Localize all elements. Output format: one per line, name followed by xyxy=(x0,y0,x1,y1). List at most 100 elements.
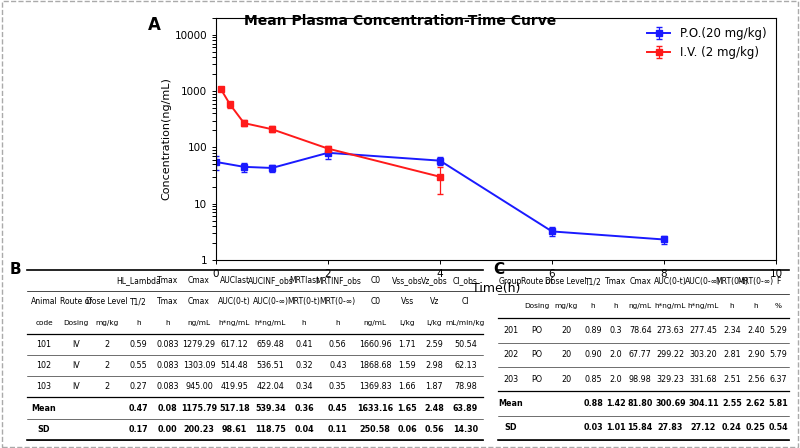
Text: 200.23: 200.23 xyxy=(184,425,214,434)
Text: 0.083: 0.083 xyxy=(156,361,179,370)
Text: 27.83: 27.83 xyxy=(658,423,683,432)
Text: h*ng/mL: h*ng/mL xyxy=(219,320,250,326)
Text: B: B xyxy=(10,262,22,277)
Text: 0.36: 0.36 xyxy=(294,404,314,413)
Text: 0.083: 0.083 xyxy=(156,382,179,391)
Text: HL_Lambda: HL_Lambda xyxy=(117,276,161,285)
Text: 539.34: 539.34 xyxy=(255,404,286,413)
Text: 514.48: 514.48 xyxy=(221,361,248,370)
Text: 250.58: 250.58 xyxy=(360,425,390,434)
Text: 1279.29: 1279.29 xyxy=(182,340,216,349)
Text: 0.85: 0.85 xyxy=(584,375,602,383)
Text: 303.20: 303.20 xyxy=(690,350,718,359)
Y-axis label: Concentration(ng/mL): Concentration(ng/mL) xyxy=(162,78,171,200)
Text: Animal: Animal xyxy=(30,297,58,306)
Text: 2.81: 2.81 xyxy=(723,350,741,359)
Text: 1.65: 1.65 xyxy=(398,404,417,413)
Text: 0.55: 0.55 xyxy=(130,361,148,370)
Text: 0.54: 0.54 xyxy=(769,423,788,432)
Text: code: code xyxy=(35,320,53,326)
Text: PO: PO xyxy=(531,375,542,383)
Text: AUC(0-∞): AUC(0-∞) xyxy=(686,277,722,286)
Text: 0.32: 0.32 xyxy=(295,361,313,370)
Text: 0.59: 0.59 xyxy=(130,340,148,349)
Text: 1303.09: 1303.09 xyxy=(182,361,215,370)
Text: 0.27: 0.27 xyxy=(130,382,148,391)
Text: IV: IV xyxy=(72,382,79,391)
Text: Cmax: Cmax xyxy=(188,276,210,285)
Text: Mean: Mean xyxy=(498,399,523,408)
Text: 277.45: 277.45 xyxy=(690,326,718,335)
Text: ng/mL: ng/mL xyxy=(629,303,652,309)
Text: 2.40: 2.40 xyxy=(747,326,765,335)
Text: 1.87: 1.87 xyxy=(426,382,443,391)
Text: ng/mL: ng/mL xyxy=(364,320,386,326)
Text: 2.0: 2.0 xyxy=(610,350,622,359)
Text: Cl: Cl xyxy=(462,297,469,306)
Text: 0.45: 0.45 xyxy=(328,404,347,413)
Text: AUC(0-t): AUC(0-t) xyxy=(218,297,251,306)
Text: 300.69: 300.69 xyxy=(655,399,686,408)
Text: T1/2: T1/2 xyxy=(130,297,147,306)
Text: h: h xyxy=(614,303,618,309)
Text: 1369.83: 1369.83 xyxy=(359,382,391,391)
X-axis label: Time(h): Time(h) xyxy=(472,282,520,295)
Text: 2: 2 xyxy=(104,340,110,349)
Text: MRT(0-t): MRT(0-t) xyxy=(715,277,748,286)
Text: Vz: Vz xyxy=(430,297,439,306)
Text: 0.47: 0.47 xyxy=(129,404,149,413)
Text: 0.00: 0.00 xyxy=(158,425,178,434)
Text: 0.56: 0.56 xyxy=(329,340,346,349)
Text: MRT(0-t): MRT(0-t) xyxy=(288,297,321,306)
Text: 101: 101 xyxy=(37,340,51,349)
Text: 62.13: 62.13 xyxy=(454,361,477,370)
Text: 2.62: 2.62 xyxy=(746,399,766,408)
Text: 2.98: 2.98 xyxy=(426,361,443,370)
Text: 617.12: 617.12 xyxy=(221,340,249,349)
Text: 1.01: 1.01 xyxy=(606,423,626,432)
Text: PO: PO xyxy=(531,350,542,359)
Text: L/kg: L/kg xyxy=(400,320,415,326)
Text: Tmax: Tmax xyxy=(157,297,178,306)
Text: 2.59: 2.59 xyxy=(426,340,443,349)
Text: Cmax: Cmax xyxy=(188,297,210,306)
Text: 103: 103 xyxy=(37,382,51,391)
Text: 202: 202 xyxy=(503,350,518,359)
Text: Mean: Mean xyxy=(32,404,56,413)
Text: h: h xyxy=(302,320,306,326)
Text: 299.22: 299.22 xyxy=(657,350,685,359)
Text: h*ng/mL: h*ng/mL xyxy=(655,303,686,309)
Text: mL/min/kg: mL/min/kg xyxy=(446,320,485,326)
Text: 118.75: 118.75 xyxy=(255,425,286,434)
Text: 2.90: 2.90 xyxy=(747,350,765,359)
Text: 273.63: 273.63 xyxy=(657,326,685,335)
Text: 50.54: 50.54 xyxy=(454,340,477,349)
Text: 0.083: 0.083 xyxy=(156,340,179,349)
Text: 78.98: 78.98 xyxy=(454,382,477,391)
Text: 2.56: 2.56 xyxy=(747,375,765,383)
Text: IV: IV xyxy=(72,361,79,370)
Text: 304.11: 304.11 xyxy=(688,399,718,408)
Text: h: h xyxy=(730,303,734,309)
Text: Dosing: Dosing xyxy=(525,303,550,309)
Text: 20: 20 xyxy=(561,350,571,359)
Text: 98.98: 98.98 xyxy=(629,375,651,383)
Text: 1.66: 1.66 xyxy=(398,382,416,391)
Text: mg/kg: mg/kg xyxy=(554,303,578,309)
Text: Tmax: Tmax xyxy=(605,277,626,286)
Text: ng/mL: ng/mL xyxy=(187,320,210,326)
Text: 1868.68: 1868.68 xyxy=(359,361,391,370)
Text: h*ng/mL: h*ng/mL xyxy=(688,303,719,309)
Text: 102: 102 xyxy=(37,361,51,370)
Text: mg/kg: mg/kg xyxy=(95,320,118,326)
Text: 81.80: 81.80 xyxy=(627,399,653,408)
Text: 27.12: 27.12 xyxy=(690,423,716,432)
Text: A: A xyxy=(148,16,161,34)
Text: Dosing: Dosing xyxy=(63,320,88,326)
Text: 5.29: 5.29 xyxy=(770,326,787,335)
Text: 536.51: 536.51 xyxy=(257,361,285,370)
Text: 2: 2 xyxy=(104,382,110,391)
Text: 1.71: 1.71 xyxy=(398,340,416,349)
Text: 422.04: 422.04 xyxy=(257,382,285,391)
Text: 2.48: 2.48 xyxy=(424,404,444,413)
